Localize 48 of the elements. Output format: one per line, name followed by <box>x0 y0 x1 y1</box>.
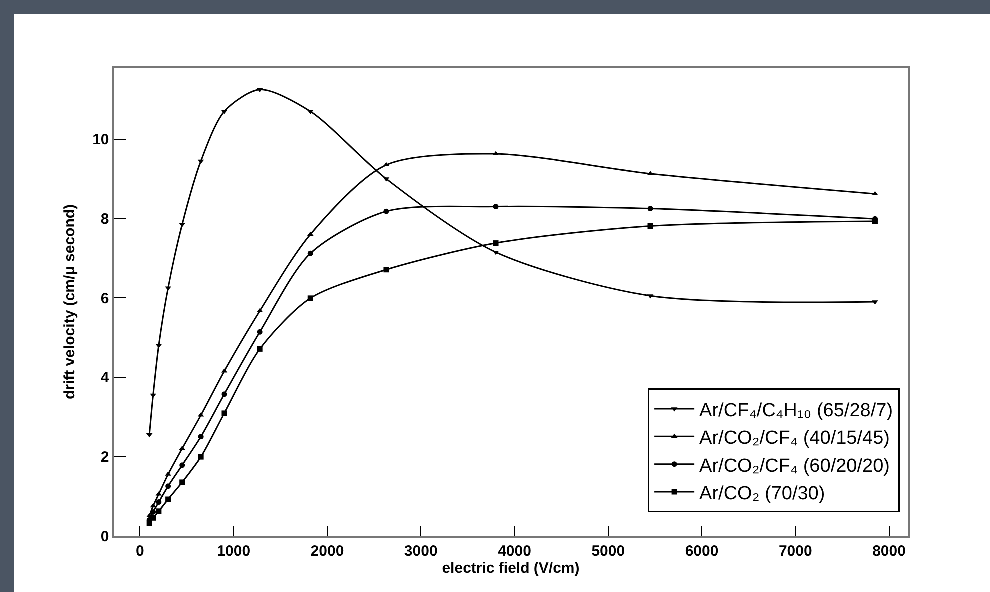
point <box>384 208 390 214</box>
point <box>156 508 162 514</box>
point <box>648 206 654 212</box>
point <box>222 392 228 398</box>
point <box>180 462 186 468</box>
x-tick-label: 6000 <box>685 542 719 560</box>
y-tick-label: 6 <box>100 290 110 308</box>
point <box>166 484 172 490</box>
point <box>146 433 153 438</box>
point <box>166 496 172 502</box>
y-tick-label: 2 <box>100 448 110 466</box>
x-axis-title: electric field (V/cm) <box>442 560 580 577</box>
point <box>384 267 390 273</box>
legend-label: Ar/CF₄/C₄H₁₀ (65/28/7) <box>700 400 894 422</box>
y-tick-label: 0 <box>100 528 110 546</box>
x-tick-label: 4000 <box>498 542 532 560</box>
point <box>256 88 264 93</box>
point <box>648 224 654 229</box>
y-tick-label: 10 <box>92 132 110 149</box>
point <box>146 520 152 526</box>
x-tick-label: 0 <box>136 542 144 560</box>
y-tick-label: 8 <box>100 210 110 228</box>
x-tick-label: 1000 <box>217 542 251 560</box>
point <box>257 329 263 335</box>
point <box>222 410 228 416</box>
point <box>493 204 499 210</box>
point <box>198 454 204 460</box>
point <box>198 434 204 440</box>
point <box>150 515 156 521</box>
x-tick-label: 2000 <box>310 542 344 560</box>
legend-label: Ar/CO₂ (70/30) <box>700 483 826 504</box>
legend-label: Ar/CO₂/CF₄ (60/20/20) <box>700 456 890 477</box>
point <box>493 240 499 246</box>
point <box>383 162 390 167</box>
x-tick-label: 5000 <box>592 542 626 560</box>
point <box>150 509 156 515</box>
point <box>156 500 162 506</box>
x-tick-label: 7000 <box>778 542 812 560</box>
legend-label: Ar/CO₂/CF₄ (40/15/45) <box>700 428 890 450</box>
point <box>180 480 186 486</box>
x-tick-label: 3000 <box>404 542 438 560</box>
y-tick-label: 4 <box>100 370 110 387</box>
point <box>257 346 263 352</box>
point <box>308 296 314 302</box>
point <box>872 218 878 224</box>
x-tick-label: 8000 <box>872 542 906 560</box>
point <box>308 250 314 256</box>
y-axis-title: drift velocity (cm/μ second) <box>61 204 78 400</box>
